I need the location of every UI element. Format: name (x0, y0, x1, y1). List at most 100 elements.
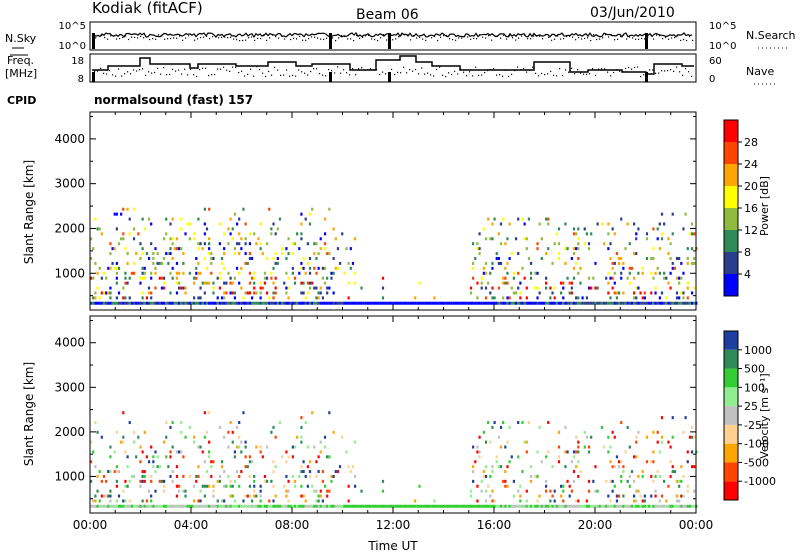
velocity-cell (669, 445, 672, 449)
power-cell (557, 256, 561, 260)
velocity-cell (615, 499, 619, 503)
velocity-cell (525, 450, 528, 454)
velocity-cell (253, 489, 256, 493)
nsearch-point (383, 34, 385, 36)
power-cell (572, 247, 576, 251)
velocity-cell (317, 455, 320, 459)
power-cell (690, 247, 694, 251)
power-cell (562, 301, 565, 305)
velocity-cell (645, 435, 649, 439)
velocity-cell (641, 504, 644, 508)
velocity-cell (482, 474, 485, 478)
power-cell (244, 237, 247, 241)
power-cell (375, 301, 378, 305)
power-cell (628, 271, 631, 275)
velocity-cell (403, 504, 406, 508)
velocity-cell (536, 499, 539, 503)
nave-point (430, 74, 432, 76)
power-cell (506, 281, 509, 285)
velocity-cell (489, 494, 492, 498)
power-cell (502, 301, 505, 305)
velocity-cell (270, 504, 273, 508)
velocity-cell (304, 499, 307, 503)
power-cell (557, 227, 561, 231)
velocity-cell (283, 484, 286, 488)
power-cell (478, 232, 481, 236)
power-cell (514, 237, 518, 241)
power-cell (169, 252, 172, 256)
power-cell (499, 261, 503, 265)
velocity-cell (238, 474, 241, 478)
velocity-cell (162, 479, 166, 483)
power-cell (587, 247, 591, 251)
velocity-cell (141, 470, 144, 474)
power-cell (115, 271, 118, 275)
power-cell (332, 291, 335, 295)
colorbar-swatch (724, 142, 738, 164)
velocity-cell (693, 489, 696, 493)
power-cell (671, 232, 674, 236)
nave-point (346, 72, 348, 74)
nave-point (145, 74, 147, 76)
power-cell (600, 301, 604, 305)
velocity-cell (658, 474, 661, 478)
velocity-cell (545, 484, 548, 488)
nave-point (484, 71, 486, 74)
power-cell (321, 276, 324, 280)
velocity-cell (162, 504, 166, 508)
velocity-cell (319, 494, 322, 498)
power-cell (675, 256, 679, 260)
velocity-cell (124, 450, 127, 454)
velocity-cell (143, 479, 146, 483)
velocity-cell (671, 416, 674, 420)
velocity-cell (570, 460, 573, 464)
power-cell (635, 301, 638, 305)
power-cell (665, 296, 668, 300)
freq-label: Freq. (7, 54, 34, 67)
nsearch-point (236, 39, 238, 41)
velocity-cell (141, 450, 144, 454)
nave-point (367, 69, 369, 71)
power-cell (388, 301, 391, 305)
power-cell (317, 252, 320, 256)
nsky-tick-bottom: 10^0 (59, 41, 86, 52)
nave-point (295, 75, 297, 77)
velocity-cell (495, 460, 498, 464)
power-cell (587, 276, 591, 280)
power-cell (208, 252, 211, 256)
power-cell (195, 266, 198, 270)
velocity-cell (489, 474, 492, 478)
power-cell (624, 247, 627, 251)
power-cell (263, 271, 267, 275)
power-cell (521, 301, 524, 305)
power-cell (444, 301, 447, 305)
nave-point (679, 71, 681, 73)
nsearch-point (254, 39, 256, 41)
power-cell (317, 301, 320, 305)
velocity-cell (328, 489, 331, 493)
power-cell (117, 301, 121, 305)
power-cell (92, 247, 95, 251)
velocity-cell (248, 460, 252, 464)
velocity-cell (499, 504, 503, 508)
power-cell (274, 261, 277, 265)
velocity-cell (302, 470, 305, 474)
velocity-cell (287, 479, 290, 483)
power-cell (620, 301, 623, 305)
power-cell (639, 291, 642, 295)
power-cell (150, 222, 153, 226)
velocity-cell (293, 504, 297, 508)
velocity-cell (190, 504, 194, 508)
velocity-cell (197, 445, 200, 449)
cpid-value: normalsound (fast) 157 (94, 93, 253, 107)
power-cell (115, 276, 118, 280)
power-cell (90, 301, 93, 305)
power-cell (504, 301, 507, 305)
power-cell (274, 276, 277, 280)
velocity-cell (680, 504, 683, 508)
power-cell (261, 286, 264, 290)
power-cell (506, 296, 509, 300)
